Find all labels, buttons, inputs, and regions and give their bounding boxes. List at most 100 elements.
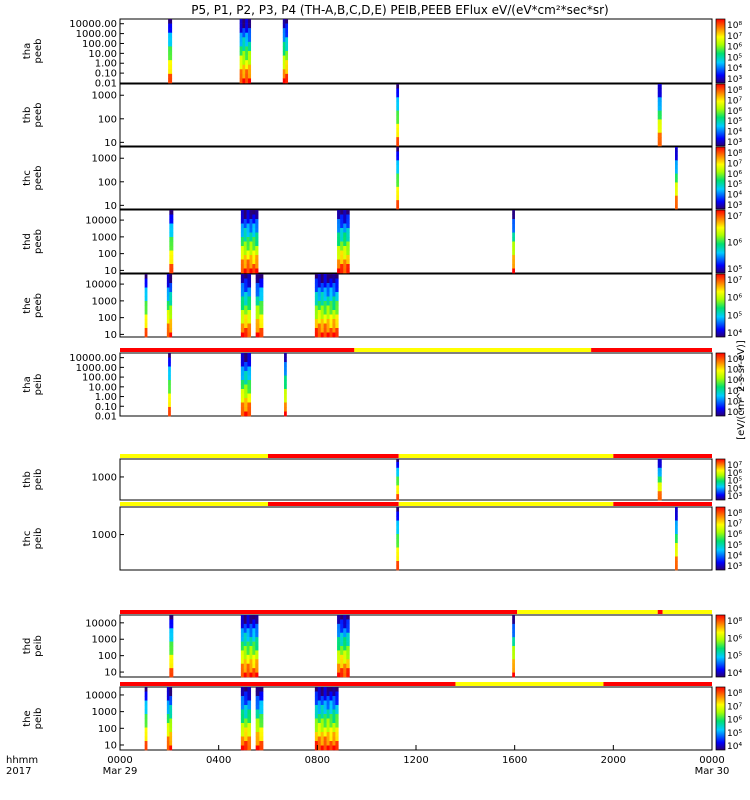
panel-frame — [119, 686, 713, 751]
spectrogram-cell — [240, 705, 245, 710]
spectrogram-cell — [240, 637, 245, 642]
spectrogram-cell — [144, 736, 148, 742]
spectrogram-cell — [247, 41, 252, 47]
spectrogram-cell — [657, 84, 662, 89]
spectrogram-cell — [337, 646, 341, 651]
spectrogram-cell — [284, 398, 287, 403]
spectrogram-cell — [259, 709, 264, 715]
spectrogram-cell — [326, 718, 330, 724]
spectrogram-cell — [329, 718, 333, 724]
spectrogram-cell — [249, 228, 253, 233]
spectrogram-cell — [242, 23, 246, 29]
spectrogram-cell — [320, 691, 324, 697]
spectrogram-cell — [512, 246, 515, 251]
y-tick-label: 10000 — [85, 280, 117, 291]
spectrogram-cell — [396, 178, 400, 183]
spectrogram-cell — [166, 700, 170, 706]
spectrogram-cell — [332, 709, 336, 715]
spectrogram-cell — [169, 237, 174, 242]
spectrogram-cell — [169, 687, 173, 692]
spectrogram-cell — [396, 529, 400, 535]
panel-probe-label: the — [22, 297, 33, 313]
spectrogram-cell — [326, 691, 330, 697]
spectrogram-cell — [255, 641, 259, 647]
spectrogram-cell — [246, 250, 250, 256]
spectrogram-cell — [337, 237, 341, 242]
panel-probe-label: the — [22, 710, 33, 726]
spectrogram-cell — [168, 60, 173, 66]
colorbar-tick-label: 10⁴ — [727, 64, 742, 74]
spectrogram-cell — [284, 393, 287, 399]
spectrogram-cell — [396, 173, 400, 179]
spectrogram-cell — [247, 78, 252, 84]
spectrogram-cell — [343, 646, 347, 651]
spectrogram-cell — [255, 323, 260, 329]
colorbar-tick-label: 10⁶ — [727, 294, 742, 304]
spectrogram-cell — [244, 278, 248, 284]
spectrogram-cell — [144, 314, 148, 320]
spectrogram-cell — [242, 46, 246, 52]
spectrogram-cell — [244, 305, 248, 311]
spectrogram-cell — [247, 691, 252, 697]
spectrogram-cell — [326, 319, 330, 324]
spectrogram-cell — [240, 264, 245, 269]
y-tick-label: 0.10 — [95, 402, 117, 413]
spectrogram-cell — [343, 219, 347, 224]
spectrogram-cell — [168, 375, 171, 381]
spectrogram-cell — [240, 283, 245, 288]
spectrogram-cell — [168, 51, 173, 56]
spectrogram-cell — [255, 314, 260, 320]
spectrogram-cell — [240, 259, 245, 265]
spectrogram-cell — [168, 389, 171, 394]
spectrogram-cell — [317, 736, 322, 742]
spectrogram-cell — [396, 204, 400, 210]
spectrogram-cell — [246, 268, 250, 274]
spectrogram-cell — [169, 654, 174, 660]
spectrogram-cell — [396, 88, 400, 94]
spectrogram-cell — [337, 632, 341, 638]
spectrogram-cell — [247, 314, 252, 320]
spectrogram-cell — [166, 296, 170, 302]
spectrogram-cell — [320, 314, 324, 320]
colorbar-tick-label: 10⁸ — [727, 689, 742, 699]
spectrogram-cell — [249, 641, 253, 647]
spectrogram-cell — [675, 520, 678, 526]
spectrogram-cell — [169, 241, 174, 247]
spectrogram-cell — [335, 723, 339, 728]
spectrogram-cell — [314, 328, 319, 333]
spectrogram-cell — [396, 106, 400, 111]
panel-the-peeb: 10000 1000 100 10 the peeb 10⁷ 10⁶ 10⁵ 10⁴ — [22, 273, 742, 341]
colorbar-tick-label: 10⁶ — [727, 43, 742, 53]
spectrogram-cell — [675, 195, 678, 201]
spectrogram-cell — [323, 741, 327, 746]
spectrogram-cell — [675, 525, 678, 530]
spectrogram-cell — [512, 632, 515, 638]
spectrogram-cell — [326, 732, 330, 737]
spectrogram-cell — [284, 371, 287, 376]
spectrogram-cell — [512, 259, 515, 265]
spectrogram-cell — [243, 628, 247, 634]
spectrogram-cell — [332, 328, 336, 333]
spectrogram-cell — [244, 700, 248, 706]
spectrogram-cell — [240, 615, 245, 620]
spectrogram-cell — [314, 745, 319, 751]
spectrogram-cell — [284, 353, 287, 358]
spectrogram-cell — [337, 264, 341, 269]
spectrogram-cell — [144, 696, 148, 701]
mode-bar-segment — [120, 610, 518, 614]
spectrogram-cell — [657, 97, 662, 103]
spectrogram-cell — [252, 628, 256, 634]
spectrogram-cell — [169, 709, 173, 715]
spectrogram-cell — [242, 51, 246, 56]
colorbar-tick-label: 10⁶ — [727, 530, 742, 540]
spectrogram-cell — [252, 237, 256, 242]
spectrogram-cell — [144, 301, 148, 306]
spectrogram-cell — [329, 287, 333, 293]
spectrogram-cell — [314, 274, 319, 279]
spectrogram-cell — [246, 210, 250, 215]
y-tick-label: 100.00 — [82, 39, 117, 50]
spectrogram-cell — [244, 332, 248, 338]
spectrogram-cell — [657, 141, 662, 147]
colorbar-tick-label: 10⁴ — [727, 191, 742, 201]
spectrogram-cell — [259, 718, 264, 724]
